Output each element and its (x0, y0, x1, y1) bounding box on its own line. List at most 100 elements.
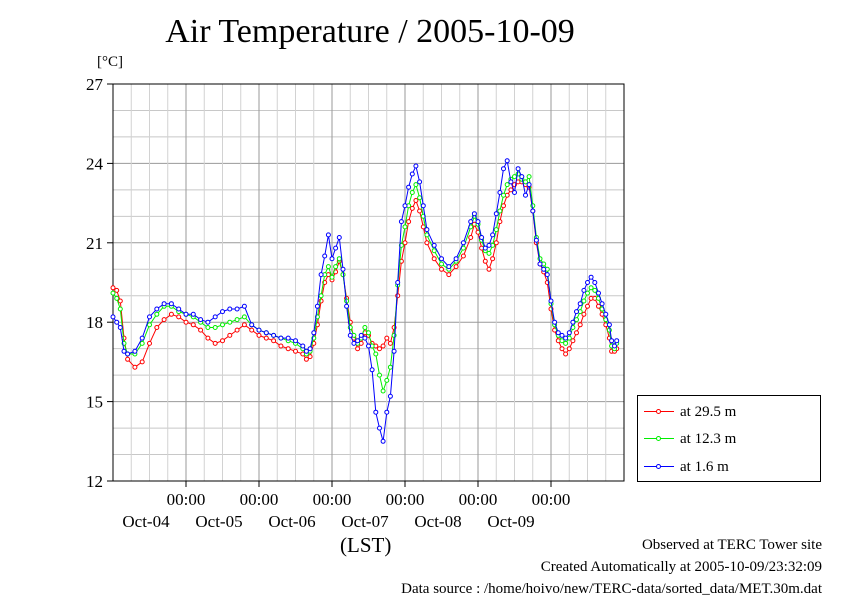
data-point (263, 335, 269, 341)
data-point (606, 322, 612, 328)
data-point (139, 335, 145, 341)
chart-title: Air Temperature / 2005-10-09 (165, 13, 575, 50)
legend-swatch-blue (644, 462, 674, 472)
data-point (559, 346, 565, 352)
data-point (220, 322, 225, 328)
data-point (168, 311, 174, 317)
data-point (154, 325, 160, 330)
data-point (205, 325, 211, 330)
legend-swatch-red (644, 407, 674, 417)
data-point (563, 335, 569, 341)
data-point (263, 330, 269, 336)
data-point (588, 274, 594, 280)
data-point (377, 425, 382, 431)
data-point (563, 351, 569, 357)
data-point (198, 317, 204, 323)
data-point (132, 348, 138, 354)
data-point (439, 256, 444, 262)
data-point (596, 303, 601, 309)
data-point (329, 274, 335, 280)
data-point (110, 314, 116, 320)
data-point (212, 314, 218, 320)
data-point (446, 272, 452, 278)
data-point (125, 351, 131, 357)
data-point (125, 356, 131, 362)
data-point (512, 174, 517, 180)
data-point (490, 256, 496, 262)
data-point (384, 335, 390, 341)
data-point (314, 303, 320, 309)
series-line-1 (112, 173, 618, 393)
x-tick-label-date: Oct-05 (195, 512, 242, 531)
data-point (380, 438, 386, 444)
y-tick-label: 27 (86, 75, 104, 94)
data-point (256, 332, 262, 338)
x-tick-label-date: Oct-04 (122, 512, 170, 531)
data-point (409, 190, 415, 195)
data-point (325, 264, 331, 270)
footer-observed: Observed at TERC Tower site (641, 537, 822, 553)
data-point (609, 338, 615, 344)
data-point (278, 335, 284, 341)
data-point (220, 309, 225, 315)
data-point (581, 311, 587, 317)
data-point (362, 335, 368, 341)
data-point (482, 245, 488, 251)
data-point (439, 261, 444, 267)
data-point (373, 409, 379, 415)
legend-label: at 29.5 m (680, 403, 737, 420)
data-point (570, 338, 576, 344)
data-point (395, 280, 401, 285)
x-tick-label-date: Oct-08 (414, 512, 461, 531)
data-point (318, 293, 324, 299)
data-point (190, 311, 196, 317)
data-point (227, 306, 233, 312)
data-point (490, 232, 496, 238)
x-tick-label-time: 00:00 (532, 490, 571, 509)
x-tick-label-time: 00:00 (459, 490, 498, 509)
data-point (373, 351, 379, 357)
data-point (241, 303, 247, 309)
y-tick-label: 12 (86, 472, 103, 491)
data-point (190, 322, 196, 328)
data-point (212, 340, 218, 346)
data-point (336, 235, 342, 240)
data-point (307, 346, 313, 352)
data-point (212, 325, 218, 330)
data-point (132, 364, 138, 370)
data-point (139, 359, 145, 365)
data-point (139, 340, 145, 346)
x-tick-label-time: 00:00 (386, 490, 425, 509)
data-point (384, 377, 390, 383)
data-point (380, 343, 386, 349)
data-point (486, 266, 492, 272)
legend-swatch-green (644, 434, 674, 444)
data-point (526, 174, 532, 180)
data-point (585, 290, 590, 296)
data-point (161, 317, 167, 323)
data-point (537, 261, 543, 267)
data-point (439, 266, 444, 272)
data-point (205, 319, 211, 325)
data-point (347, 332, 353, 338)
data-point (497, 190, 503, 195)
data-point (413, 163, 419, 169)
data-point (570, 319, 576, 325)
data-point (256, 327, 262, 333)
data-point (398, 219, 404, 225)
data-point (559, 338, 565, 344)
data-point (453, 256, 459, 262)
data-point (391, 348, 397, 354)
data-point (344, 303, 350, 309)
data-point (515, 166, 521, 172)
data-point (552, 319, 558, 325)
footer-created: Created Automatically at 2005-10-09/23:3… (540, 559, 822, 575)
data-point (482, 258, 488, 264)
data-point (614, 338, 620, 344)
data-point (599, 301, 605, 307)
data-point (147, 322, 152, 328)
data-point (154, 306, 160, 312)
data-point (168, 301, 174, 307)
data-point (409, 205, 415, 211)
data-point (585, 280, 590, 285)
